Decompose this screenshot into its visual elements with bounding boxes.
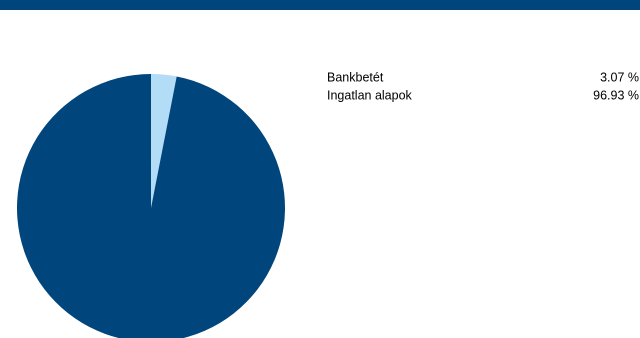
header-bar — [0, 0, 640, 10]
legend-value: 96.93 % — [593, 88, 639, 102]
legend-value: 3.07 % — [600, 70, 639, 84]
legend-label: Bankbetét — [327, 70, 384, 84]
legend-label: Ingatlan alapok — [327, 88, 413, 102]
pie-slice — [17, 74, 285, 338]
pie-slice — [151, 74, 177, 208]
